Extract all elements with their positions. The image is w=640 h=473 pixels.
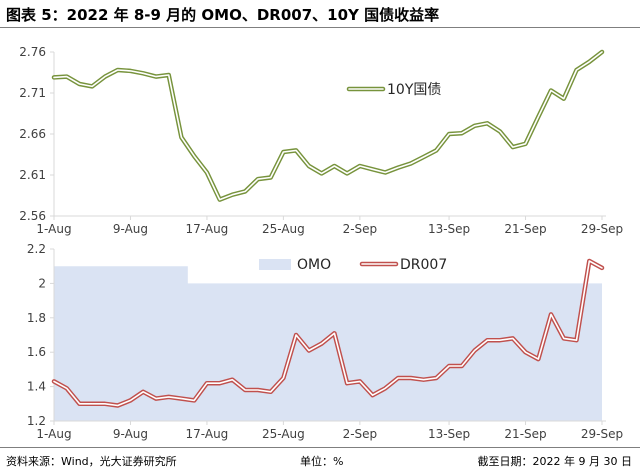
y-tick-label: 2.56 [19, 209, 46, 223]
y-tick-label: 2.71 [19, 86, 46, 100]
y-tick-label: 1.8 [27, 311, 46, 325]
page-title: 图表 5：2022 年 8-9 月的 OMO、DR007、10Y 国债收益率 [6, 6, 440, 24]
x-tick-label: 1-Aug [36, 427, 71, 441]
x-tick-label: 9-Aug [113, 222, 148, 236]
x-tick-label: 2-Sep [343, 427, 378, 441]
legend-label-10y-: 10Y国债 [387, 82, 441, 98]
dr007-line-inner [53, 260, 603, 407]
y-tick-label: 1.4 [27, 380, 46, 394]
y-tick-label: 2.61 [19, 168, 46, 182]
legend-swatch-omo [259, 259, 291, 270]
x-tick-label: 21-Sep [504, 427, 546, 441]
10y--line-inner [53, 51, 603, 201]
x-tick-label: 2-Sep [343, 222, 378, 236]
10y--line-outer [51, 49, 605, 202]
y-tick-label: 1.2 [27, 414, 46, 428]
x-tick-label: 25-Aug [262, 427, 305, 441]
x-tick-label: 17-Aug [186, 427, 229, 441]
x-tick-label: 13-Sep [428, 222, 470, 236]
y-tick-label: 2.2 [27, 242, 46, 256]
source-note: 资料来源：Wind，光大证券研究所 [6, 455, 177, 468]
y-tick-label: 2.66 [19, 127, 46, 141]
y-tick-label: 1.6 [27, 345, 46, 359]
title-divider [0, 27, 640, 28]
x-tick-label: 13-Sep [428, 427, 470, 441]
x-tick-label: 1-Aug [36, 222, 71, 236]
x-tick-label: 25-Aug [262, 222, 305, 236]
charts-canvas: 2.762.712.662.612.561-Aug 9-Aug 17-Aug 25-A… [19, 45, 623, 441]
x-tick-label: 21-Sep [504, 222, 546, 236]
x-tick-label: 29-Sep [581, 427, 623, 441]
legend-label-omo: OMO [297, 257, 331, 273]
x-tick-label: 9-Aug [113, 427, 148, 441]
date-note: 截至日期：2022 年 9 月 30 日 [477, 455, 632, 468]
y-tick-label: 2.76 [19, 45, 46, 59]
unit-note: 单位：% [300, 455, 344, 468]
omo-area [54, 266, 602, 421]
top-chart-10y-yield: 2.76 2.71 2.66 2.61 2.561-Aug 9-Aug 17-Aug 25-A… [19, 45, 623, 236]
footer-divider [0, 447, 640, 448]
x-tick-label: 29-Sep [581, 222, 623, 236]
y-tick-label: 2 [38, 276, 46, 290]
x-tick-label: 17-Aug [186, 222, 229, 236]
bottom-chart-omo-dr007: 2.2 2 1.8 1.6 1.4 1.21-Aug 9-Aug 17-Aug 25-Aug 2-… [27, 242, 623, 441]
legend-label-dr007: DR007 [400, 257, 447, 273]
